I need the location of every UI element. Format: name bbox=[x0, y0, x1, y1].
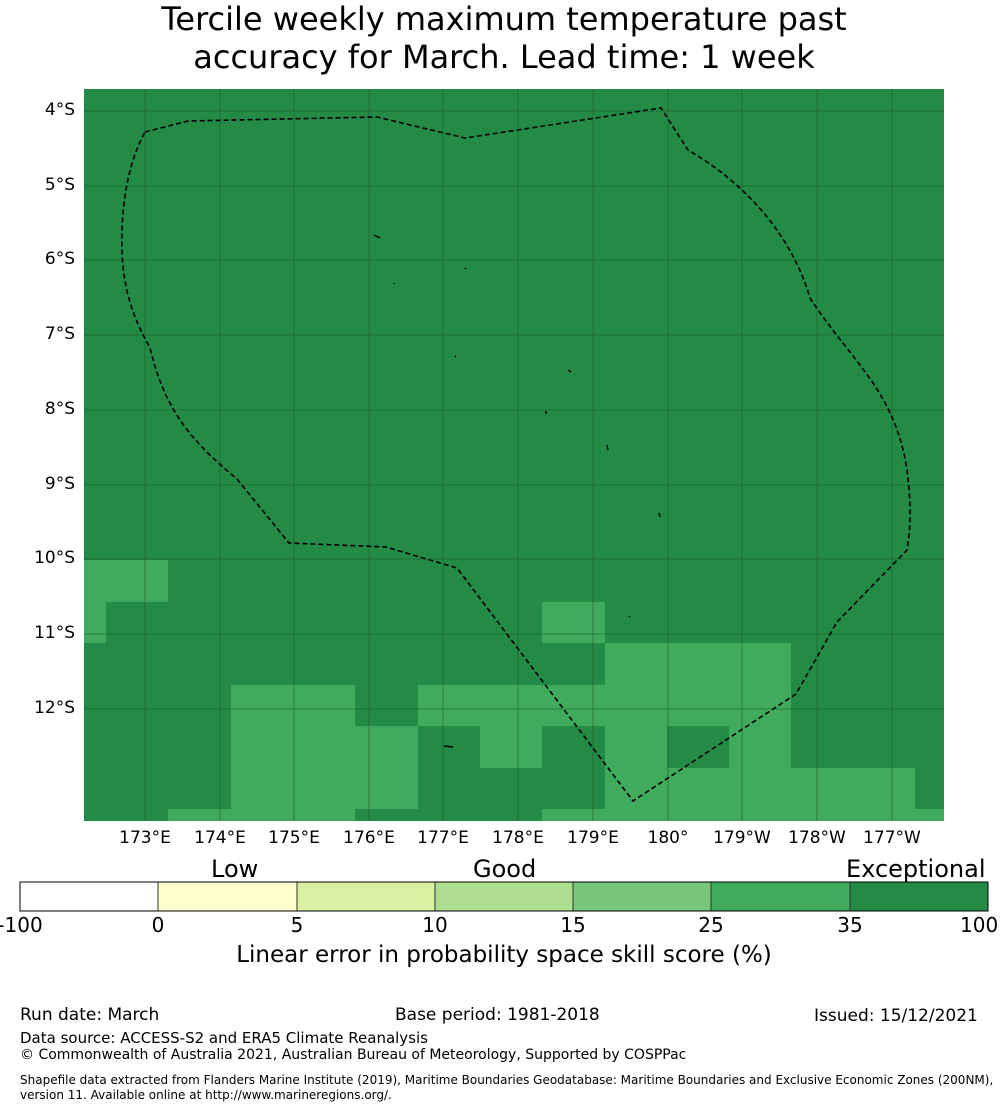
map-cell bbox=[542, 809, 944, 821]
colorbar-segment bbox=[850, 882, 988, 911]
shapefile-credit-line-2: version 11. Available online at http://w… bbox=[20, 1088, 392, 1102]
colorbar bbox=[19, 881, 989, 912]
lon-label: 176°E bbox=[343, 828, 395, 848]
colorbar-segment bbox=[711, 882, 850, 911]
copyright: © Commonwealth of Australia 2021, Austra… bbox=[20, 1047, 687, 1063]
map-cell bbox=[231, 726, 418, 768]
issued-date: Issued: 15/12/2021 bbox=[814, 1006, 978, 1026]
lat-label: 11°S bbox=[34, 623, 75, 643]
map-cells-skill-25-35 bbox=[84, 560, 944, 821]
skill-score-map bbox=[84, 89, 944, 821]
map-cell bbox=[605, 726, 667, 768]
data-source: Data source: ACCESS-S2 and ERA5 Climate … bbox=[20, 1029, 428, 1047]
lon-label: 177°E bbox=[417, 828, 469, 848]
colorbar-segment bbox=[435, 882, 573, 911]
lon-label: 179°W bbox=[713, 828, 771, 848]
lon-label: 179°E bbox=[567, 828, 619, 848]
lat-label: 12°S bbox=[34, 698, 75, 718]
map-cell bbox=[231, 685, 355, 726]
lat-label: 4°S bbox=[44, 100, 75, 120]
lon-label: 178°E bbox=[492, 828, 544, 848]
lat-label: 5°S bbox=[44, 175, 75, 195]
colorbar-tick: 0 bbox=[151, 913, 165, 937]
colorbar-segment bbox=[573, 882, 711, 911]
map-cell bbox=[729, 726, 791, 768]
run-date: Run date: March bbox=[20, 1005, 160, 1025]
colorbar-tick: 15 bbox=[560, 913, 586, 937]
colorbar-tick: 35 bbox=[837, 913, 863, 937]
map-cell bbox=[418, 685, 791, 726]
colorbar-category-good: Good bbox=[473, 855, 537, 883]
island bbox=[373, 234, 381, 239]
map-cell bbox=[667, 726, 729, 768]
map-cell bbox=[605, 768, 915, 809]
map-cell bbox=[231, 809, 355, 821]
colorbar-segment bbox=[158, 882, 297, 911]
map-cell bbox=[355, 768, 418, 809]
island bbox=[628, 615, 631, 618]
colorbar-frame bbox=[19, 881, 989, 912]
map-cell bbox=[605, 643, 791, 685]
map-cell bbox=[542, 602, 605, 643]
colorbar-tick: -100 bbox=[0, 913, 43, 937]
lon-label: 178°W bbox=[788, 828, 846, 848]
island bbox=[443, 745, 454, 748]
colorbar-tick: 10 bbox=[422, 913, 448, 937]
chart-title-line-2: accuracy for March. Lead time: 1 week bbox=[193, 38, 815, 76]
map-cells-exceptional bbox=[667, 726, 944, 809]
lat-label: 7°S bbox=[44, 324, 75, 344]
colorbar-tick: 5 bbox=[290, 913, 304, 937]
colorbar-category-exceptional: Exceptional bbox=[846, 855, 986, 883]
lat-label: 9°S bbox=[44, 474, 75, 494]
lon-label: 180° bbox=[647, 828, 689, 848]
map-cell bbox=[915, 768, 944, 809]
lat-label: 10°S bbox=[34, 548, 75, 568]
lon-label: 175°E bbox=[268, 828, 320, 848]
map-cell bbox=[168, 809, 231, 821]
lat-label: 6°S bbox=[44, 249, 75, 269]
map-cell bbox=[84, 602, 106, 643]
colorbar-label: Linear error in probability space skill … bbox=[236, 942, 772, 968]
chart-title-line-1: Tercile weekly maximum temperature past bbox=[161, 0, 847, 38]
map-gridlines bbox=[84, 89, 944, 821]
eez-boundary bbox=[121, 107, 911, 803]
base-period: Base period: 1981-2018 bbox=[395, 1005, 600, 1025]
shapefile-credit-line-1: Shapefile data extracted from Flanders M… bbox=[20, 1073, 994, 1087]
colorbar-segment bbox=[20, 882, 158, 911]
island bbox=[567, 369, 572, 373]
map-cell bbox=[231, 768, 355, 809]
islands bbox=[373, 234, 661, 748]
island bbox=[464, 267, 467, 270]
colorbar-category-low: Low bbox=[211, 855, 259, 883]
island bbox=[606, 444, 609, 451]
colorbar-tick: 25 bbox=[698, 913, 724, 937]
map-cell bbox=[84, 560, 168, 602]
map-cell bbox=[480, 726, 542, 768]
colorbar-segment bbox=[297, 882, 435, 911]
lon-label: 177°W bbox=[863, 828, 921, 848]
colorbar-tick: 100 bbox=[960, 913, 999, 937]
lon-label: 173°E bbox=[119, 828, 171, 848]
island bbox=[658, 512, 661, 518]
lon-label: 174°E bbox=[194, 828, 246, 848]
island bbox=[454, 355, 457, 358]
lat-label: 8°S bbox=[44, 399, 75, 419]
